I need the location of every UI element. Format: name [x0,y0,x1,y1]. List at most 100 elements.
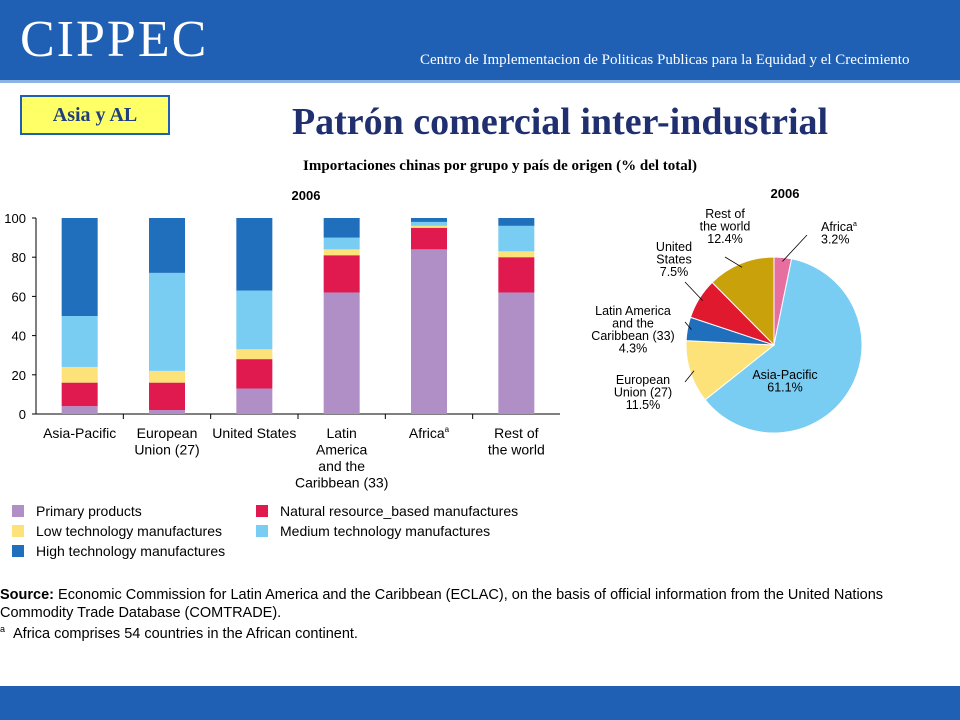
x-tick-label-line: United States [212,425,296,441]
bar-segment [411,227,447,250]
pie-label-line: 61.1% [767,381,802,395]
bar-segment [323,249,360,256]
pie-slice-label: Asia-Pacific 61.1% [752,368,817,395]
x-tick-label-line: European [137,425,198,441]
x-tick-footnote: a [445,425,450,434]
bar-segment [149,382,185,411]
x-tick-label-line: and the [318,458,365,474]
pie-label-line: Asia-Pacific [752,368,817,382]
bar-segment [411,221,447,226]
source-note: Source: Economic Commission for Latin Am… [0,586,950,622]
legend-label: High technology manufactures [36,543,226,559]
pie-label-line: Africa [821,220,853,234]
x-tick-label-line: Rest of [494,425,538,441]
bar-segment [498,292,535,414]
bar-segment [61,382,98,407]
legend-label: Medium technology manufactures [280,523,491,539]
pie-label-line: Rest of [705,207,745,221]
bar-segment [236,218,273,291]
x-tick-label: Rest of the world [488,425,545,458]
pie-label-line: and the [612,317,654,331]
pie-label-line: 4.3% [619,342,648,356]
x-tick-label-line: Asia-Pacific [43,425,116,441]
pie-label-line: Latin America [595,304,671,318]
legend-swatch [12,525,24,537]
x-tick-label: European Union (27) [134,425,199,458]
bar-segment [236,359,273,389]
x-tick-label-line: America [316,442,368,458]
pie-slice-label: Africaa 3.2% [821,220,857,247]
pie-slice-label: European Union (27) 11.5% [614,373,672,412]
bar-segment [498,257,535,293]
y-tick-label: 60 [12,289,26,304]
cippec-logo: CIPPEC [20,11,209,68]
y-tick-label: 40 [12,329,26,344]
bar-segment [61,406,98,414]
footnote: a Africa comprises 54 countries in the Af… [0,624,358,642]
bar-segment [411,225,447,228]
bar-segment [149,218,185,273]
pie-label-line: 7.5% [660,265,689,279]
footer-band [0,686,960,720]
legend-item: Low technology manufactures [12,523,222,539]
legend-label: Low technology manufactures [36,523,222,539]
pie-label-line: European [616,373,670,387]
header-band [0,0,960,80]
bar-segment [323,255,360,293]
legend-swatch [12,545,24,557]
bar-segment [236,290,273,350]
bar-segment [323,237,360,250]
bar-chart-title: 2006 [292,188,321,203]
bar-chart-legend: Primary products Low technology manufactu… [12,503,572,565]
pie-leader-line [684,321,692,330]
legend-item: Primary products [12,503,142,519]
bar-segment [149,272,185,371]
legend-label: Primary products [36,503,142,519]
pie-label-line: 3.2% [821,233,850,247]
region-badge: Asia y AL [20,95,170,135]
x-tick-label-line: Africa [409,425,445,441]
bar-segment [61,366,98,383]
footnote-text: Africa comprises 54 countries in the Afr… [13,625,358,642]
pie-slice [711,256,775,347]
pie-chart: 2006 Africaa 3.2% Asia-Pacific 61.1% Europea… [591,186,863,434]
bar-segment [236,388,273,414]
pie-leader-line [782,234,808,262]
bar-segment [498,218,535,226]
bar-segment [236,349,273,360]
pie-label-line: States [656,253,691,267]
x-tick-label: Latin America and the Caribbean (33) [295,425,388,491]
pie-label-line: the world [700,220,751,234]
bar-segment [411,218,447,222]
legend-swatch [256,505,268,517]
legend-swatch [12,505,24,517]
pie-leader-line [684,370,695,383]
y-tick-label: 100 [4,211,26,226]
pie-label-line: Union (27) [614,386,672,400]
bar-segment [498,225,535,252]
legend-item: Medium technology manufactures [256,523,490,539]
source-text: Economic Commission for Latin America an… [0,587,884,621]
pie-slice-label: United States 7.5% [656,240,692,279]
y-tick-label: 0 [19,407,26,422]
stacked-bar-chart: 2006 0 20 40 60 80 100 Asia-Pacific European Unio… [4,188,560,491]
pie-label-line: 11.5% [626,398,661,412]
source-label: Source: [0,587,54,603]
pie-slice [704,258,863,434]
slide-title: Patrón comercial inter-industrial [291,101,829,143]
footnote-mark: a [0,624,6,634]
header-tagline: Centro de Implementacion de Politicas Pu… [420,52,910,68]
pie-leader-line [724,256,743,268]
header-rule [0,80,960,83]
y-tick-label: 20 [12,368,26,383]
legend-item: Natural resource_based manufactures [256,503,518,519]
pie-slice-label: Rest of the world 12.4% [700,207,751,246]
x-tick-label-line: Union (27) [134,442,199,458]
pie-label-line: 12.4% [707,232,742,246]
legend-item: High technology manufactures [12,543,225,559]
bar-segment [61,218,98,316]
x-tick-label: Asia-Pacific [43,425,116,441]
pie-label-line: United [656,240,692,254]
y-tick-label: 80 [12,250,26,265]
pie-leader-line [684,281,703,301]
